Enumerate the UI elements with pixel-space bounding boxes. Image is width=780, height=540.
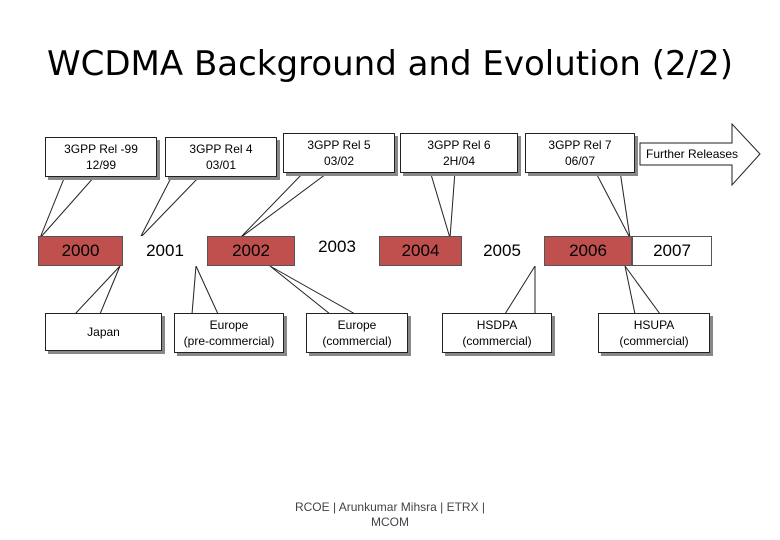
release-name: 3GPP Rel -99 — [64, 142, 138, 156]
pointer-hsdpa — [504, 264, 536, 315]
footer-line-1: RCOE | Arunkumar Mihsra | ETRX | — [294, 500, 486, 514]
release-date: 03/01 — [205, 158, 237, 172]
pointer-hsupa — [624, 265, 661, 315]
year-2007: 2007 — [632, 236, 712, 266]
release-name: 3GPP Rel 4 — [189, 142, 253, 156]
year-2000: 2000 — [38, 236, 123, 266]
pointer-europe-pre — [191, 264, 219, 315]
year-2004: 2004 — [379, 236, 462, 266]
deployment-name: Europe — [337, 318, 377, 332]
deployment-callout-europe-com: Europe (commercial) — [306, 313, 408, 353]
release-date: 03/02 — [323, 154, 355, 168]
release-name: 3GPP Rel 6 — [427, 138, 491, 152]
deployment-name: HSDPA — [476, 318, 518, 332]
release-callout-rel99: 3GPP Rel -99 12/99 — [45, 137, 157, 177]
release-date: 12/99 — [85, 158, 117, 172]
pointer-rel6 — [429, 170, 456, 239]
year-2006: 2006 — [544, 236, 632, 266]
deployment-status: (commercial) — [322, 334, 392, 348]
release-callout-rel4: 3GPP Rel 4 03/01 — [165, 137, 277, 177]
pointer-europe-com — [269, 265, 357, 315]
deployment-status: (commercial) — [462, 334, 532, 348]
deployment-callout-hsdpa: HSDPA (commercial) — [442, 313, 552, 353]
release-name: 3GPP Rel 7 — [548, 138, 612, 152]
deployment-status: (commercial) — [619, 334, 689, 348]
release-callout-rel6: 3GPP Rel 6 2H/04 — [400, 133, 518, 173]
pointer-rel4 — [139, 175, 202, 239]
deployment-callout-europe-pre: Europe (pre-commercial) — [174, 313, 284, 353]
further-releases-arrow — [639, 122, 761, 187]
release-date: 2H/04 — [442, 154, 476, 168]
release-callout-rel7: 3GPP Rel 7 06/07 — [525, 133, 635, 173]
further-releases-label: Further Releases — [646, 147, 739, 161]
deployment-status: (pre-commercial) — [183, 334, 275, 348]
year-2002: 2002 — [207, 236, 295, 266]
deployment-callout-hsupa: HSUPA (commercial) — [598, 313, 710, 353]
deployment-callout-japan: Japan — [45, 313, 162, 351]
deployment-name: HSUPA — [633, 318, 675, 332]
pointer-japan — [73, 265, 121, 315]
footer-line-2: MCOM — [371, 515, 409, 529]
year-2003: 2003 — [297, 232, 377, 262]
deployment-name: Japan — [87, 325, 120, 339]
year-2001: 2001 — [125, 236, 205, 266]
release-name: 3GPP Rel 5 — [307, 138, 371, 152]
slide-footer: RCOE | Arunkumar Mihsra | ETRX | MCOM — [250, 500, 530, 530]
slide-title: WCDMA Background and Evolution (2/2) — [47, 44, 733, 84]
pointer-rel7 — [594, 170, 631, 239]
pointer-rel99 — [39, 175, 97, 239]
release-date: 06/07 — [564, 154, 596, 168]
release-callout-rel5: 3GPP Rel 5 03/02 — [283, 133, 395, 173]
year-2005: 2005 — [462, 236, 542, 266]
deployment-name: Europe — [209, 318, 249, 332]
pointer-rel5 — [239, 170, 332, 239]
